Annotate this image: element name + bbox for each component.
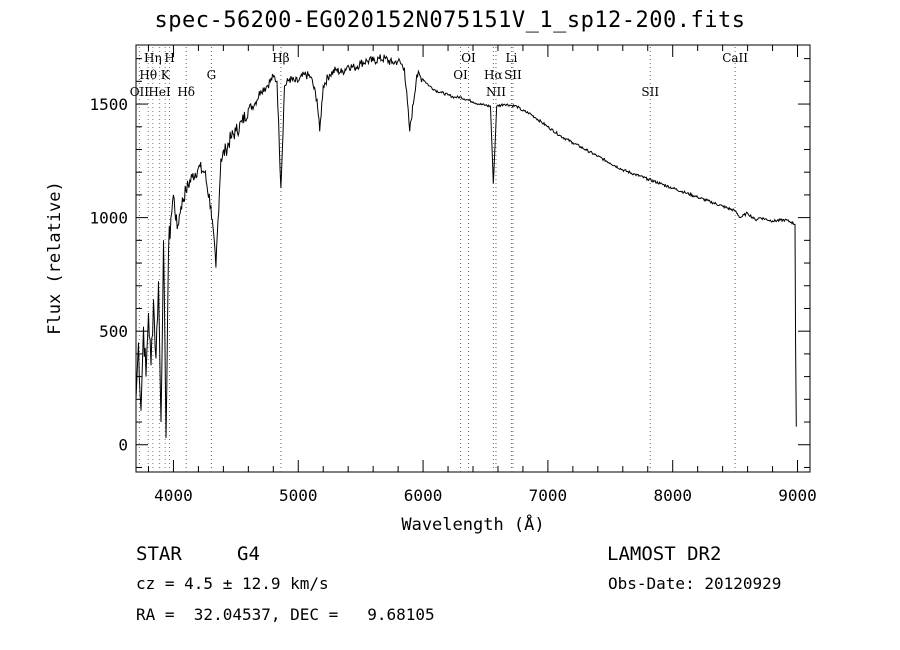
line-label-14: SII bbox=[504, 68, 522, 82]
line-label-4: K bbox=[161, 68, 171, 82]
subclass: G4 bbox=[237, 543, 260, 565]
line-label-2: Hθ bbox=[139, 68, 157, 82]
line-label-7: G bbox=[207, 68, 217, 82]
line-label-11: NII bbox=[486, 85, 506, 99]
line-label-3: HeI bbox=[148, 85, 171, 99]
line-label-13: Li bbox=[506, 51, 518, 65]
y-tick-label: 1500 bbox=[89, 95, 128, 114]
y-tick-label: 500 bbox=[99, 322, 128, 341]
axis-ticks bbox=[136, 45, 810, 472]
x-tick-label: 4000 bbox=[154, 486, 193, 505]
y-tick-label: 1000 bbox=[89, 209, 128, 228]
line-label-8: Hβ bbox=[272, 51, 289, 65]
x-axis-label: Wavelength (Å) bbox=[401, 513, 544, 535]
obs-date: Obs-Date: 20120929 bbox=[608, 574, 782, 593]
object-class: STAR bbox=[136, 543, 182, 565]
coordinates: RA = 32.04537, DEC = 9.68105 bbox=[136, 605, 435, 624]
spectrum-line bbox=[135, 54, 797, 438]
line-label-0: OII bbox=[130, 85, 150, 99]
x-tick-label: 8000 bbox=[653, 486, 692, 505]
y-tick-label: 0 bbox=[118, 436, 128, 455]
line-label-1: Hη bbox=[144, 51, 162, 65]
line-label-15: SII bbox=[641, 85, 659, 99]
x-tick-label: 7000 bbox=[529, 486, 568, 505]
line-label-5: H bbox=[164, 51, 174, 65]
line-label-6: Hδ bbox=[177, 85, 195, 99]
tick-labels: 4000 5000 6000 7000 8000 9000 0 500 1000 1500 bbox=[89, 95, 816, 505]
line-label-12: Hα bbox=[484, 68, 503, 82]
line-label-10: OI bbox=[461, 51, 476, 65]
line-label-16: CaII bbox=[722, 51, 748, 65]
survey-name: LAMOST DR2 bbox=[607, 543, 722, 565]
y-axis-label: Flux (relative) bbox=[45, 181, 65, 335]
redshift-cz: cz = 4.5 ± 12.9 km/s bbox=[136, 574, 329, 593]
x-tick-label: 9000 bbox=[778, 486, 817, 505]
x-tick-label: 6000 bbox=[404, 486, 443, 505]
plot-frame bbox=[135, 44, 811, 473]
x-tick-label: 5000 bbox=[279, 486, 318, 505]
line-label-9: OI bbox=[453, 68, 468, 82]
page-title: spec-56200-EG020152N075151V_1_sp12-200.f… bbox=[154, 8, 746, 33]
line-markers bbox=[138, 47, 736, 472]
